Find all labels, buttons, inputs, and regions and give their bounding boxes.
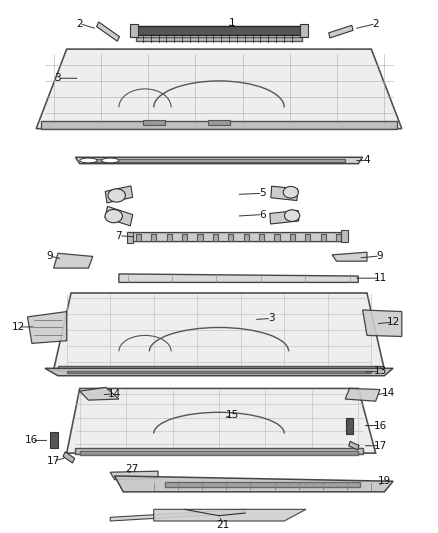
Text: 7: 7 <box>116 231 122 241</box>
Ellipse shape <box>108 189 125 202</box>
Bar <box>41 121 397 129</box>
Polygon shape <box>53 253 93 268</box>
Bar <box>208 119 230 125</box>
Bar <box>165 482 360 487</box>
Bar <box>182 234 187 240</box>
Text: 19: 19 <box>378 477 391 486</box>
Bar <box>151 234 156 240</box>
Text: 21: 21 <box>217 520 230 530</box>
Text: 13: 13 <box>374 367 387 376</box>
Text: 9: 9 <box>377 251 383 261</box>
Polygon shape <box>363 310 402 336</box>
Bar <box>136 37 302 41</box>
Bar <box>300 24 308 37</box>
Text: 12: 12 <box>12 322 25 332</box>
Bar <box>67 371 371 373</box>
Polygon shape <box>75 157 363 164</box>
Text: 16: 16 <box>374 421 387 431</box>
Bar <box>63 452 74 463</box>
Text: 9: 9 <box>46 251 53 261</box>
Text: 4: 4 <box>364 156 370 165</box>
Bar <box>75 448 363 454</box>
Text: 14: 14 <box>382 387 396 398</box>
Bar <box>96 22 120 41</box>
Bar <box>93 159 345 162</box>
Text: 12: 12 <box>386 317 400 327</box>
Bar <box>244 234 249 240</box>
Bar <box>270 211 299 224</box>
Text: 27: 27 <box>125 464 138 474</box>
Bar <box>290 234 295 240</box>
Polygon shape <box>332 252 367 261</box>
Bar <box>136 234 141 240</box>
Bar <box>136 26 302 35</box>
Bar <box>346 418 353 433</box>
Polygon shape <box>345 389 380 401</box>
Polygon shape <box>110 471 158 480</box>
Bar <box>336 234 341 240</box>
Bar <box>213 234 218 240</box>
Ellipse shape <box>105 209 122 223</box>
Text: 3: 3 <box>268 313 275 324</box>
Text: 3: 3 <box>55 73 61 83</box>
Bar <box>271 186 298 200</box>
Bar <box>275 234 280 240</box>
Bar <box>349 441 359 450</box>
Polygon shape <box>36 49 402 128</box>
Bar <box>49 432 57 448</box>
Ellipse shape <box>80 158 97 163</box>
Bar <box>228 234 233 240</box>
Polygon shape <box>127 232 345 241</box>
Bar <box>329 25 353 38</box>
Text: 2: 2 <box>372 19 379 29</box>
Bar <box>198 234 203 240</box>
Text: 5: 5 <box>259 188 266 198</box>
Text: 11: 11 <box>374 273 387 283</box>
Bar <box>80 451 358 455</box>
Bar <box>341 230 348 241</box>
Ellipse shape <box>102 158 119 163</box>
Polygon shape <box>115 476 393 492</box>
Bar <box>105 186 133 203</box>
Bar <box>143 119 165 125</box>
Polygon shape <box>67 389 376 453</box>
Polygon shape <box>80 387 119 400</box>
Bar <box>130 24 138 37</box>
Bar <box>167 234 172 240</box>
Text: 17: 17 <box>47 456 60 466</box>
Text: 2: 2 <box>76 19 83 29</box>
Bar <box>305 234 311 240</box>
Text: 14: 14 <box>108 389 121 399</box>
Bar <box>321 234 326 240</box>
Text: 15: 15 <box>226 410 239 420</box>
Bar <box>58 366 380 371</box>
Bar <box>105 206 133 226</box>
Polygon shape <box>154 510 306 521</box>
Polygon shape <box>28 312 67 343</box>
Polygon shape <box>119 274 358 282</box>
Bar <box>259 234 264 240</box>
Bar <box>127 231 133 243</box>
Text: 6: 6 <box>259 209 266 220</box>
Ellipse shape <box>283 187 298 198</box>
Polygon shape <box>45 368 393 376</box>
Text: 17: 17 <box>374 441 387 451</box>
Text: 1: 1 <box>229 18 235 28</box>
Polygon shape <box>110 510 245 521</box>
Text: 16: 16 <box>25 435 39 446</box>
Ellipse shape <box>285 210 300 221</box>
Polygon shape <box>53 293 385 370</box>
